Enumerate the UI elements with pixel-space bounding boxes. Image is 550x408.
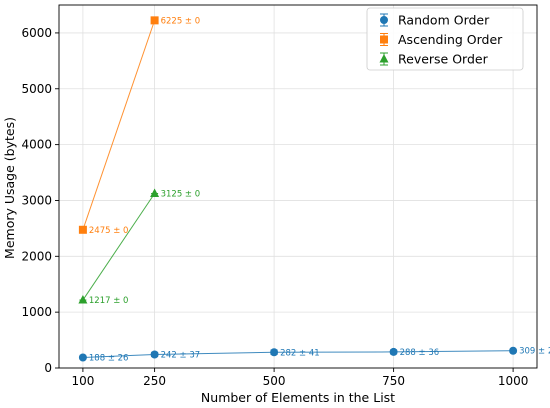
series-1-label-0: 2475 ± 0 [89, 226, 129, 236]
x-axis-title: Number of Elements in the List [201, 390, 395, 405]
series-0-label-1: 242 ± 37 [161, 350, 201, 360]
series-2 [78, 188, 160, 304]
series-0-point-1 [150, 350, 159, 359]
series-1-line [82, 20, 156, 230]
series-1-point-1 [150, 16, 159, 25]
legend-item-0: Random Order [380, 13, 490, 28]
data-series [78, 16, 518, 362]
series-2-label-1: 3125 ± 0 [161, 189, 201, 199]
y-tick-label-6: 6000 [21, 26, 52, 40]
series-0-point-2 [270, 348, 279, 357]
y-tick-label-3: 3000 [21, 193, 52, 207]
series-1-point-0 [78, 225, 87, 234]
y-tick-label-0: 0 [44, 361, 52, 375]
grid-lines [59, 5, 537, 369]
y-tick-label-2: 2000 [21, 249, 52, 263]
legend-marker-1 [380, 35, 388, 44]
legend-label-1: Ascending Order [398, 32, 503, 47]
legend-label-2: Reverse Order [398, 52, 489, 67]
legend-item-1: Ascending Order [380, 32, 503, 47]
series-2-label-0: 1217 ± 0 [89, 296, 129, 306]
series-0-label-2: 282 ± 41 [280, 348, 320, 358]
legend-marker-2 [379, 54, 389, 63]
series-0-label-3: 288 ± 36 [400, 348, 440, 358]
y-tick-label-4: 4000 [21, 138, 52, 152]
legend-label-0: Random Order [398, 13, 490, 28]
x-tick-label-4: 1000 [498, 374, 529, 388]
series-2-line [82, 193, 156, 301]
legend-box [366, 7, 524, 71]
series-2-point-1 [150, 188, 160, 197]
series-1-label-1: 6225 ± 0 [161, 16, 201, 26]
plot-frame [58, 4, 538, 369]
series-0-point-4 [509, 346, 518, 355]
series-0-label-4: 309 ± 26 [519, 347, 550, 357]
y-tick-label-1: 1000 [21, 305, 52, 319]
series-0-point-3 [389, 347, 398, 356]
y-axis-title: Memory Usage (bytes) [2, 117, 17, 259]
data-labels: 188 ± 26 242 ± 37 282 ± 41 288 ± 36 309 ± 26… [89, 16, 550, 363]
y-tick-label-5: 5000 [21, 82, 52, 96]
series-2-point-0 [78, 295, 88, 304]
axes: 100 250 500 750 1000 0 1000 2000 3000 4000 5000 600… [21, 4, 538, 388]
series-0-label-0: 188 ± 26 [89, 354, 129, 364]
legend-item-2: Reverse Order [379, 52, 489, 67]
series-0-point-0 [78, 353, 87, 362]
x-tick-label-1: 250 [143, 374, 166, 388]
series-0 [78, 346, 518, 362]
legend: Random Order Ascending Order Reverse Order [366, 7, 524, 71]
legend-marker-0 [380, 16, 388, 24]
series-1 [78, 16, 159, 234]
x-tick-label-0: 100 [71, 374, 94, 388]
x-tick-label-3: 750 [382, 374, 405, 388]
x-tick-label-2: 500 [263, 374, 286, 388]
